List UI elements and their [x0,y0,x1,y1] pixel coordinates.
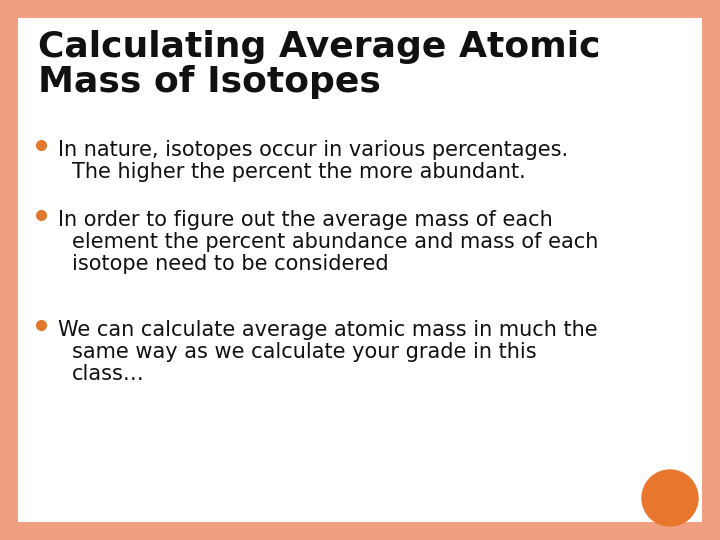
FancyBboxPatch shape [18,18,702,522]
Text: Calculating Average Atomic: Calculating Average Atomic [38,30,600,64]
Text: In nature, isotopes occur in various percentages.: In nature, isotopes occur in various per… [58,140,568,160]
Text: We can calculate average atomic mass in much the: We can calculate average atomic mass in … [58,320,598,340]
Text: element the percent abundance and mass of each: element the percent abundance and mass o… [72,232,598,252]
Text: Mass of Isotopes: Mass of Isotopes [38,65,381,99]
Text: class…: class… [72,364,145,384]
Text: same way as we calculate your grade in this: same way as we calculate your grade in t… [72,342,536,362]
Circle shape [642,470,698,526]
Text: isotope need to be considered: isotope need to be considered [72,254,389,274]
Text: In order to figure out the average mass of each: In order to figure out the average mass … [58,210,553,230]
Text: The higher the percent the more abundant.: The higher the percent the more abundant… [72,162,526,182]
